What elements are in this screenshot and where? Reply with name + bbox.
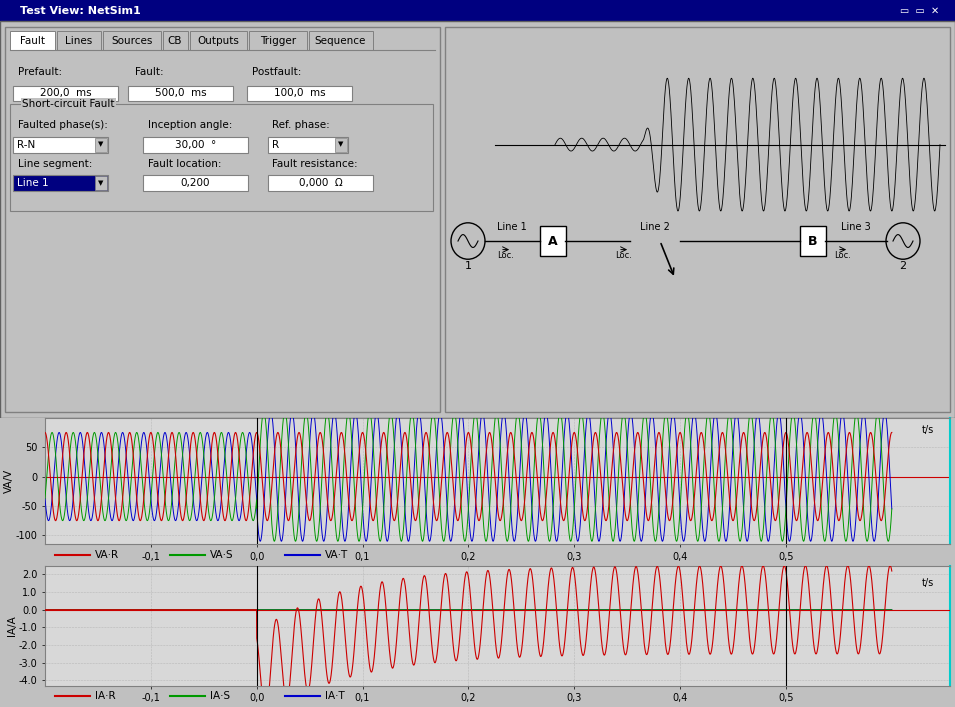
Text: 30,00  °: 30,00 °	[175, 139, 216, 150]
FancyBboxPatch shape	[13, 175, 108, 191]
FancyBboxPatch shape	[335, 138, 347, 151]
Text: ▭  ▭  ✕: ▭ ▭ ✕	[900, 6, 939, 16]
Text: 200,0  ms: 200,0 ms	[40, 88, 92, 98]
Text: 1: 1	[464, 261, 472, 271]
Text: B: B	[808, 235, 817, 247]
FancyBboxPatch shape	[103, 31, 160, 50]
Text: VA·T: VA·T	[325, 550, 349, 560]
FancyBboxPatch shape	[445, 27, 950, 412]
Text: t/s: t/s	[922, 424, 934, 435]
FancyBboxPatch shape	[0, 0, 955, 21]
Text: Fault location:: Fault location:	[148, 159, 222, 169]
Text: Inception angle:: Inception angle:	[148, 120, 232, 130]
Text: A: A	[548, 235, 558, 247]
Text: 2: 2	[900, 261, 906, 271]
Text: 100,0  ms: 100,0 ms	[274, 88, 326, 98]
FancyBboxPatch shape	[249, 31, 307, 50]
FancyBboxPatch shape	[95, 138, 107, 151]
FancyBboxPatch shape	[162, 31, 187, 50]
Text: Fault resistance:: Fault resistance:	[272, 159, 357, 169]
Text: Fault: Fault	[20, 36, 45, 46]
Text: Trigger: Trigger	[260, 36, 296, 46]
FancyBboxPatch shape	[95, 176, 107, 190]
Text: Ref. phase:: Ref. phase:	[272, 120, 329, 130]
Text: Line 2: Line 2	[640, 222, 670, 233]
FancyBboxPatch shape	[247, 86, 352, 100]
Text: CB: CB	[168, 36, 182, 46]
Text: Short-circuit Fault: Short-circuit Fault	[22, 99, 115, 109]
FancyBboxPatch shape	[143, 175, 248, 191]
FancyBboxPatch shape	[13, 86, 118, 100]
FancyBboxPatch shape	[143, 136, 248, 153]
Text: Faulted phase(s):: Faulted phase(s):	[18, 120, 108, 130]
FancyBboxPatch shape	[13, 136, 108, 153]
Text: Line 1: Line 1	[498, 222, 527, 233]
FancyBboxPatch shape	[540, 226, 566, 256]
Text: Lines: Lines	[65, 36, 93, 46]
FancyBboxPatch shape	[5, 27, 440, 412]
Text: VA·R: VA·R	[95, 550, 119, 560]
Text: Postfault:: Postfault:	[252, 66, 302, 77]
Text: Outputs: Outputs	[198, 36, 239, 46]
Text: Prefault:: Prefault:	[18, 66, 62, 77]
Text: Loc.: Loc.	[616, 251, 632, 260]
Text: ▼: ▼	[338, 141, 344, 148]
FancyBboxPatch shape	[0, 21, 955, 418]
Text: 0,000  Ω: 0,000 Ω	[299, 178, 343, 188]
FancyBboxPatch shape	[268, 175, 373, 191]
Text: IA·R: IA·R	[95, 691, 116, 701]
FancyBboxPatch shape	[308, 31, 372, 50]
Text: ▼: ▼	[98, 141, 104, 148]
Text: ▼: ▼	[98, 180, 104, 186]
Text: VA·S: VA·S	[210, 550, 234, 560]
Text: Line segment:: Line segment:	[18, 159, 93, 169]
Text: 500,0  ms: 500,0 ms	[155, 88, 206, 98]
Text: Line 1: Line 1	[17, 178, 49, 188]
FancyBboxPatch shape	[189, 31, 247, 50]
FancyBboxPatch shape	[10, 31, 54, 50]
Text: R: R	[272, 139, 279, 150]
Text: R-N: R-N	[17, 139, 35, 150]
Y-axis label: IA/A: IA/A	[7, 615, 17, 636]
Text: IA·S: IA·S	[210, 691, 230, 701]
Text: 0,200: 0,200	[180, 178, 210, 188]
FancyBboxPatch shape	[800, 226, 826, 256]
FancyBboxPatch shape	[128, 86, 233, 100]
Text: Test View: NetSim1: Test View: NetSim1	[20, 6, 140, 16]
FancyBboxPatch shape	[268, 136, 348, 153]
Text: Loc.: Loc.	[835, 251, 852, 260]
Text: Sources: Sources	[111, 36, 153, 46]
Text: Loc.: Loc.	[498, 251, 515, 260]
Text: Sequence: Sequence	[315, 36, 366, 46]
Y-axis label: VA/V: VA/V	[4, 469, 14, 493]
FancyBboxPatch shape	[56, 31, 101, 50]
Text: t/s: t/s	[922, 578, 934, 588]
Text: Fault:: Fault:	[135, 66, 163, 77]
Text: IA·T: IA·T	[325, 691, 345, 701]
Text: Line 3: Line 3	[841, 222, 871, 233]
FancyBboxPatch shape	[10, 104, 433, 211]
